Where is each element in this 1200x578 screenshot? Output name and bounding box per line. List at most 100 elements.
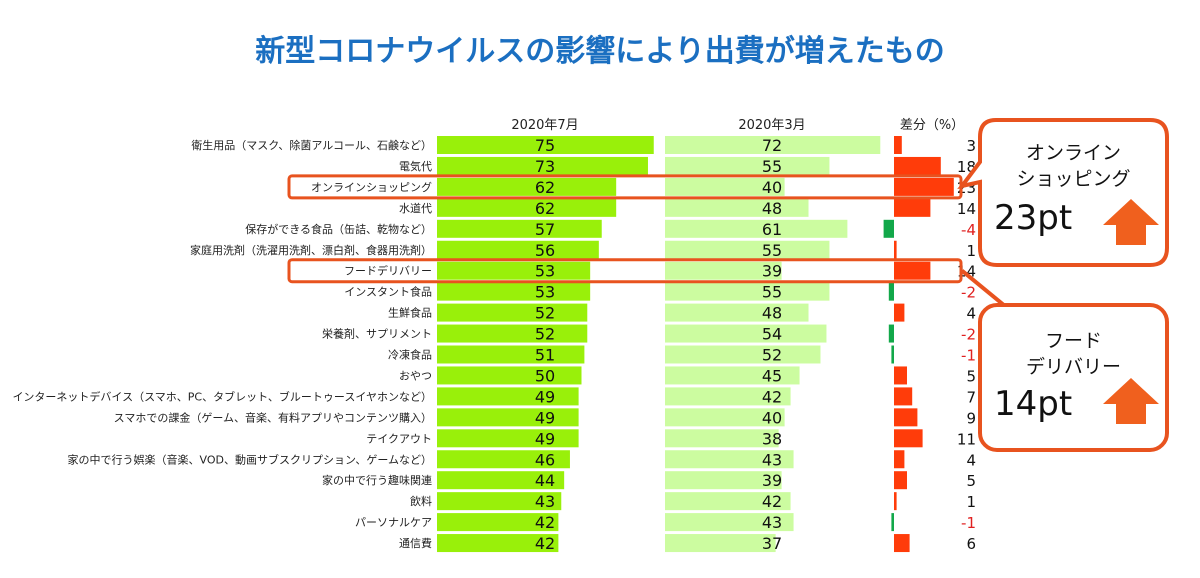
bar-2020-03 xyxy=(665,345,821,364)
callout-label: ショッピング xyxy=(1016,168,1131,190)
value-label-diff: 3 xyxy=(966,137,976,155)
value-label-2020-03: 43 xyxy=(762,450,782,469)
bar-diff xyxy=(894,450,905,469)
bar-diff xyxy=(888,324,894,343)
value-label-2020-03: 52 xyxy=(762,346,782,365)
value-label-diff: 5 xyxy=(966,472,976,490)
bar-2020-03 xyxy=(665,324,827,343)
bar-2020-03 xyxy=(665,408,785,427)
bar-2020-03 xyxy=(665,282,830,301)
bar-2020-07 xyxy=(437,429,579,448)
value-label-diff: -4 xyxy=(961,221,976,239)
category-label: インターネットデバイス（スマホ、PC、タブレット、ブルートゥースイヤホンなど） xyxy=(12,389,432,403)
callout-value: 14pt xyxy=(994,384,1073,424)
value-label-2020-03: 42 xyxy=(762,387,782,406)
bar-2020-03 xyxy=(665,261,782,280)
bar-2020-03 xyxy=(665,136,881,154)
bar-diff xyxy=(894,429,923,448)
value-label-diff: 1 xyxy=(966,242,976,260)
bar-2020-07 xyxy=(437,219,602,238)
bar-diff xyxy=(891,345,894,364)
category-label: 生鮮食品 xyxy=(388,306,432,320)
value-label-2020-03: 38 xyxy=(762,429,782,448)
bar-diff xyxy=(894,198,931,217)
category-label: 飲料 xyxy=(410,494,432,508)
series-header: 2020年7月 xyxy=(511,118,578,133)
bar-2020-07 xyxy=(437,408,579,427)
value-label-2020-07: 44 xyxy=(535,471,555,490)
bar-2020-03 xyxy=(665,303,809,322)
value-label-diff: 14 xyxy=(957,200,976,218)
value-label-2020-07: 43 xyxy=(535,492,555,511)
bar-diff xyxy=(894,408,918,427)
value-label-diff: 4 xyxy=(966,305,976,323)
category-label: 電気代 xyxy=(399,159,432,173)
value-label-diff: 9 xyxy=(966,409,976,427)
bar-2020-07 xyxy=(437,345,585,364)
value-label-2020-07: 52 xyxy=(535,325,555,344)
value-label-diff: -1 xyxy=(961,514,976,532)
category-label: 家庭用洗剤（洗濯用洗剤、漂白剤、食器用洗剤） xyxy=(190,243,432,257)
bar-2020-03 xyxy=(665,219,848,238)
category-label: 水道代 xyxy=(399,201,432,215)
value-label-2020-07: 49 xyxy=(535,408,555,427)
category-label: おやつ xyxy=(399,369,432,382)
bar-2020-03 xyxy=(665,240,830,259)
bar-2020-07 xyxy=(437,177,617,196)
category-label: インスタント食品 xyxy=(344,285,432,299)
series-header: 差分（%） xyxy=(900,118,964,133)
bar-diff xyxy=(894,261,931,280)
bar-2020-07 xyxy=(437,324,588,343)
bar-2020-07 xyxy=(437,156,648,175)
value-label-2020-07: 75 xyxy=(535,136,555,155)
bar-2020-03 xyxy=(665,492,791,511)
value-label-2020-07: 53 xyxy=(535,283,555,302)
bar-diff xyxy=(894,156,941,175)
bar-2020-07 xyxy=(437,136,654,154)
bar-2020-03 xyxy=(665,198,809,217)
value-label-2020-07: 73 xyxy=(535,157,555,176)
value-label-2020-07: 49 xyxy=(535,387,555,406)
callout-online-shopping: オンライン ショッピング 23pt xyxy=(980,140,1167,238)
value-label-2020-03: 55 xyxy=(762,157,782,176)
bar-diff xyxy=(894,136,902,154)
highlight-box xyxy=(287,258,963,284)
value-label-2020-03: 54 xyxy=(762,325,782,344)
value-label-diff: 1 xyxy=(966,493,976,511)
value-label-2020-07: 49 xyxy=(535,429,555,448)
value-label-2020-03: 55 xyxy=(762,283,782,302)
value-label-2020-03: 45 xyxy=(762,366,782,385)
bar-2020-07 xyxy=(437,303,588,322)
bar-2020-03 xyxy=(665,366,800,385)
value-label-2020-07: 62 xyxy=(535,199,555,218)
value-label-2020-07: 62 xyxy=(535,178,555,197)
bar-2020-07 xyxy=(437,534,559,553)
bar-diff xyxy=(894,534,910,553)
value-label-2020-07: 51 xyxy=(535,346,555,365)
category-label: 家の中で行う趣味関連 xyxy=(322,473,432,487)
chart-title: 新型コロナウイルスの影響により出費が増えたもの xyxy=(255,34,945,69)
bar-2020-07 xyxy=(437,492,562,511)
value-label-diff: 6 xyxy=(966,535,976,553)
value-label-2020-07: 50 xyxy=(535,366,555,385)
bar-2020-07 xyxy=(437,387,579,406)
bar-2020-03 xyxy=(665,513,794,532)
value-label-diff: 5 xyxy=(966,367,976,385)
bar-diff xyxy=(883,219,894,238)
bar-diff xyxy=(894,240,897,259)
category-label: テイクアウト xyxy=(366,432,432,445)
category-label: パーソナルケア xyxy=(355,516,432,529)
bar-2020-03 xyxy=(665,534,776,553)
bar-2020-07 xyxy=(437,282,591,301)
value-label-diff: -1 xyxy=(961,347,976,365)
value-label-diff: 7 xyxy=(966,388,976,406)
value-label-2020-03: 55 xyxy=(762,241,782,260)
bar-2020-03 xyxy=(665,177,785,196)
bar-2020-07 xyxy=(437,240,599,259)
bar-diff xyxy=(894,387,913,406)
category-label: 通信費 xyxy=(399,536,432,550)
value-label-2020-03: 42 xyxy=(762,492,782,511)
series-header: 2020年3月 xyxy=(738,118,805,133)
category-label: 家の中で行う娯楽（音楽、VOD、動画サブスクリプション、ゲームなど） xyxy=(68,452,432,466)
